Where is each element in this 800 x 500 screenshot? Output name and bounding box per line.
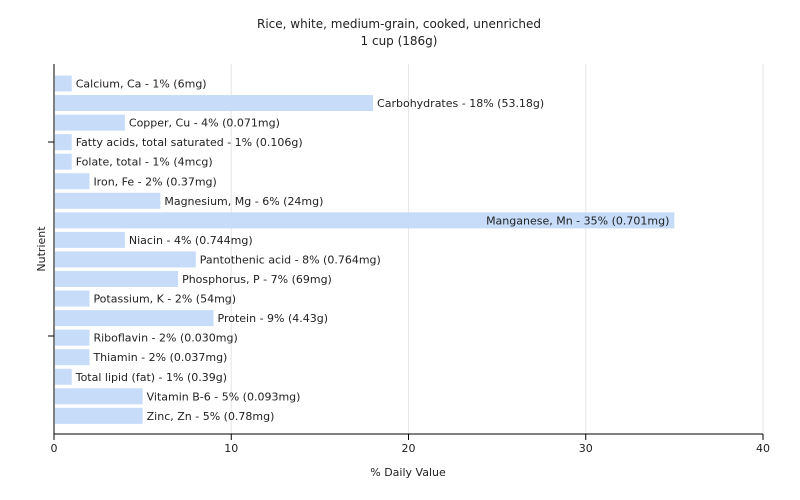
chart-title: Rice, white, medium-grain, cooked, unenr… (257, 17, 541, 31)
bar-label: Copper, Cu - 4% (0.071mg) (129, 117, 280, 130)
bar-label: Thiamin - 2% (0.037mg) (92, 351, 227, 364)
bar (55, 290, 90, 307)
bar (55, 251, 196, 268)
bar (55, 114, 125, 131)
bar (55, 349, 90, 366)
bar-label: Zinc, Zn - 5% (0.78mg) (147, 410, 275, 423)
bar-label: Potassium, K - 2% (54mg) (93, 293, 236, 306)
y-axis-title: Nutrient (35, 226, 48, 272)
bar-labels-group: Calcium, Ca - 1% (6mg) Carbohydrates - 18… (75, 78, 670, 423)
bar-label: Protein - 9% (4.43g) (218, 312, 329, 325)
bar-label: Riboflavin - 2% (0.030mg) (93, 332, 237, 345)
bar-label: Fatty acids, total saturated - 1% (0.106… (76, 136, 303, 149)
x-tick-label: 40 (756, 442, 770, 455)
bar-label: Niacin - 4% (0.744mg) (129, 234, 253, 247)
x-tick-label: 0 (51, 442, 58, 455)
bar-label: Carbohydrates - 18% (53.18g) (377, 97, 544, 110)
bar (55, 95, 374, 112)
bar (55, 75, 72, 92)
bar-label: Iron, Fe - 2% (0.37mg) (93, 175, 216, 188)
bar (55, 231, 125, 248)
x-tick-label: 30 (579, 442, 593, 455)
bar (55, 271, 179, 287)
bar (55, 192, 161, 209)
bar (55, 407, 143, 424)
bar-label: Phosphorus, P - 7% (69mg) (182, 273, 332, 286)
x-tick-label: 10 (224, 442, 238, 455)
bar-label: Total lipid (fat) - 1% (0.39g) (75, 371, 227, 384)
x-axis-title: % Daily Value (370, 466, 446, 479)
bar-label: Pantothenic acid - 8% (0.764mg) (200, 253, 381, 266)
bar (55, 329, 90, 346)
x-axis-ticks: 0 10 20 30 40 (51, 434, 770, 455)
bar-label: Folate, total - 1% (4mcg) (76, 156, 213, 169)
bar-label: Magnesium, Mg - 6% (24mg) (164, 195, 323, 208)
bar (55, 388, 143, 405)
bar-label: Calcium, Ca - 1% (6mg) (76, 78, 207, 91)
bar-label: Manganese, Mn - 35% (0.701mg) (486, 214, 669, 227)
bar (55, 368, 72, 385)
bars-group (55, 75, 675, 424)
bar (55, 212, 675, 229)
bar (55, 134, 72, 151)
bar (55, 153, 72, 170)
bar (55, 173, 90, 190)
bar-label: Vitamin B-6 - 5% (0.093mg) (147, 390, 301, 403)
gridlines (230, 64, 764, 434)
bar (55, 310, 214, 327)
chart-subtitle: 1 cup (186g) (361, 34, 438, 48)
x-tick-label: 20 (402, 442, 416, 455)
